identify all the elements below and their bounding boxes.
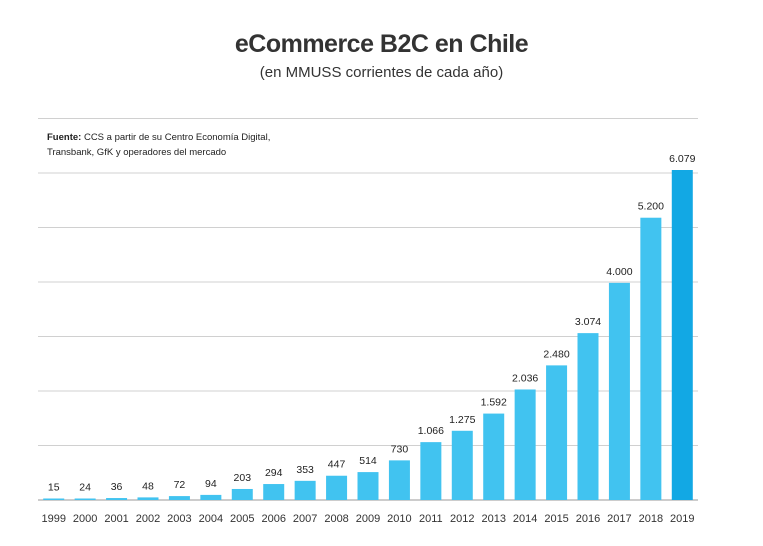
x-tick-label-2010: 2010	[387, 513, 411, 525]
bar-value-label-2018: 5.200	[638, 201, 664, 213]
bars	[43, 170, 693, 500]
bar-value-label-2005: 203	[234, 472, 252, 484]
bar-2014	[514, 389, 536, 500]
x-tick-label-2015: 2015	[544, 513, 568, 525]
bar-1999	[43, 498, 65, 500]
bar-2019	[671, 170, 693, 500]
bar-value-label-2019: 6.079	[669, 153, 695, 165]
bar-value-label-2012: 1.275	[449, 414, 475, 426]
x-tick-label-2012: 2012	[450, 513, 474, 525]
x-tick-label-2004: 2004	[199, 513, 223, 525]
bar-value-label-2016: 3.074	[575, 316, 601, 328]
bar-2017	[608, 282, 630, 500]
x-tick-label-2014: 2014	[513, 513, 537, 525]
x-tick-label-2019: 2019	[670, 513, 694, 525]
bar-2004	[200, 494, 222, 500]
bar-2012	[451, 430, 473, 500]
bar-2011	[420, 442, 442, 500]
x-axis-ticks: 1999 2000 2001 2002 2003 2004 2005 2006 2007 2008…	[41, 513, 694, 525]
bar-value-label-2011: 1.066	[418, 425, 444, 437]
chart-subtitle: (en MMUSS corrientes de cada año)	[259, 64, 504, 81]
x-tick-label-2009: 2009	[356, 513, 380, 525]
bar-value-label-1999: 15	[48, 482, 60, 494]
x-tick-label-2018: 2018	[639, 513, 663, 525]
source-label: Fuente:	[47, 132, 82, 143]
x-tick-label-2013: 2013	[481, 513, 505, 525]
bar-value-labels: 15 24 36 48 72 94 203 294 353 447 514 730 1.066 1.275…	[48, 153, 696, 494]
bar-2016	[577, 333, 599, 500]
bar-value-label-2006: 294	[265, 467, 283, 479]
x-tick-label-2011: 2011	[419, 513, 443, 525]
bar-2010	[388, 460, 410, 500]
x-tick-label-2002: 2002	[136, 513, 160, 525]
bar-2018	[640, 217, 662, 500]
bar-value-label-2010: 730	[391, 443, 409, 455]
bar-value-label-2017: 4.000	[606, 266, 632, 278]
bar-value-label-2015: 2.480	[543, 348, 569, 360]
bar-value-label-2013: 1.592	[481, 397, 507, 409]
x-tick-label-2006: 2006	[261, 513, 285, 525]
bar-value-label-2008: 447	[328, 459, 346, 471]
source-note: Fuente: CCS a partir de su Centro Econom…	[47, 130, 277, 160]
x-tick-label-2003: 2003	[167, 513, 191, 525]
x-tick-label-2005: 2005	[230, 513, 254, 525]
bar-2003	[168, 496, 190, 500]
bar-2015	[546, 365, 568, 500]
bar-value-label-2007: 353	[296, 464, 314, 476]
chart-title: eCommerce B2C en Chile	[234, 30, 529, 58]
bar-value-label-2004: 94	[205, 478, 217, 490]
bar-2001	[106, 498, 128, 500]
bar-2009	[357, 472, 379, 500]
bar-value-label-2002: 48	[142, 480, 154, 492]
bar-2013	[483, 413, 505, 500]
bar-2007	[294, 480, 316, 500]
x-tick-label-2000: 2000	[73, 513, 97, 525]
x-tick-label-2017: 2017	[607, 513, 631, 525]
bar-2002	[137, 497, 159, 500]
bar-2005	[231, 488, 253, 500]
x-tick-label-2001: 2001	[104, 513, 128, 525]
x-tick-label-1999: 1999	[41, 513, 65, 525]
x-tick-label-2007: 2007	[293, 513, 317, 525]
bar-value-label-2009: 514	[359, 455, 377, 467]
bar-value-label-2000: 24	[79, 482, 91, 494]
bar-2000	[74, 498, 96, 500]
x-tick-label-2016: 2016	[576, 513, 600, 525]
gridlines	[38, 118, 698, 501]
bar-value-label-2001: 36	[111, 481, 123, 493]
bar-2006	[263, 484, 285, 500]
bar-value-label-2003: 72	[174, 479, 186, 491]
bar-value-label-2014: 2.036	[512, 372, 538, 384]
source-text: CCS a partir de su Centro Economía Digit…	[47, 132, 271, 158]
bar-2008	[326, 475, 348, 500]
x-tick-label-2008: 2008	[324, 513, 348, 525]
